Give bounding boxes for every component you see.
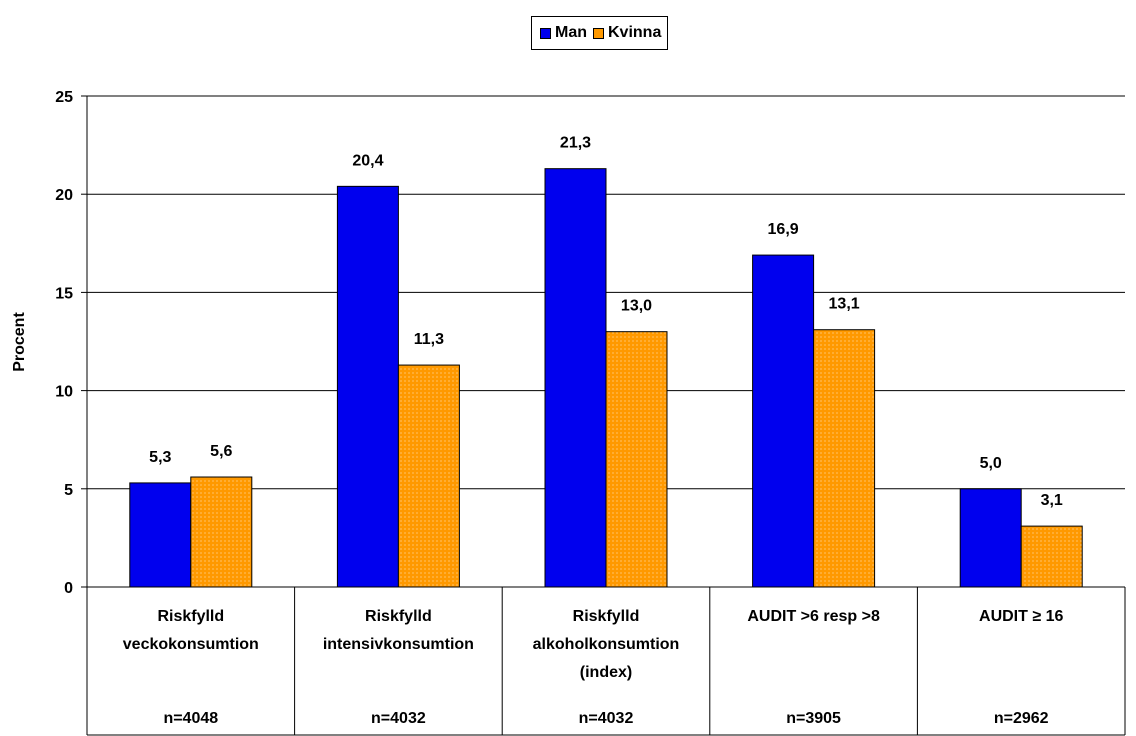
legend-item-man: Man xyxy=(540,24,587,42)
y-tick-label: 25 xyxy=(55,89,73,106)
data-label-kvinna: 5,6 xyxy=(210,443,232,460)
legend-item-kvinna: Kvinna xyxy=(593,24,661,42)
bar-kvinna xyxy=(605,331,668,588)
sample-size-label: n=4032 xyxy=(371,710,426,727)
sample-size-label: n=4048 xyxy=(163,710,218,727)
sample-size-label: n=3905 xyxy=(786,710,841,727)
bar-kvinna xyxy=(397,364,460,588)
data-label-man: 20,4 xyxy=(352,152,383,169)
data-label-man: 21,3 xyxy=(560,135,591,152)
category-label: alkoholkonsumtion xyxy=(533,636,680,653)
bar-man xyxy=(959,488,1022,588)
bar-kvinna xyxy=(190,476,253,588)
y-tick-label: 10 xyxy=(55,384,73,401)
category-label: intensivkonsumtion xyxy=(323,636,474,653)
legend: Man Kvinna xyxy=(531,16,669,50)
legend-swatch-kvinna xyxy=(593,27,604,39)
data-label-kvinna: 13,0 xyxy=(621,298,652,315)
y-tick-label: 15 xyxy=(55,285,73,302)
category-label: veckokonsumtion xyxy=(123,636,259,653)
data-label-man: 16,9 xyxy=(768,221,799,238)
y-tick-label: 0 xyxy=(64,580,73,597)
category-label: Riskfylld xyxy=(365,608,432,625)
category-label: AUDIT >6 resp >8 xyxy=(747,608,880,625)
category-label: (index) xyxy=(580,664,632,681)
bar-man xyxy=(129,482,192,588)
category-label: AUDIT ≥ 16 xyxy=(979,608,1063,625)
sample-size-label: n=2962 xyxy=(994,710,1049,727)
data-label-kvinna: 13,1 xyxy=(829,296,860,313)
category-label: Riskfylld xyxy=(157,608,224,625)
bar-man xyxy=(336,185,399,588)
bar-man xyxy=(544,168,607,588)
legend-swatch-man xyxy=(540,27,551,39)
category-label: Riskfylld xyxy=(573,608,640,625)
y-tick-label: 20 xyxy=(55,187,73,204)
bar-kvinna xyxy=(1020,525,1083,588)
bar-man xyxy=(752,254,815,588)
data-label-kvinna: 3,1 xyxy=(1041,492,1063,509)
y-tick-label: 5 xyxy=(64,482,73,499)
data-label-man: 5,3 xyxy=(149,449,171,466)
sample-size-label: n=4032 xyxy=(579,710,634,727)
data-label-kvinna: 11,3 xyxy=(414,331,444,348)
legend-label-kvinna: Kvinna xyxy=(608,24,662,41)
data-label-man: 5,0 xyxy=(980,455,1002,472)
legend-label-man: Man xyxy=(555,24,587,41)
bar-kvinna xyxy=(813,329,876,588)
